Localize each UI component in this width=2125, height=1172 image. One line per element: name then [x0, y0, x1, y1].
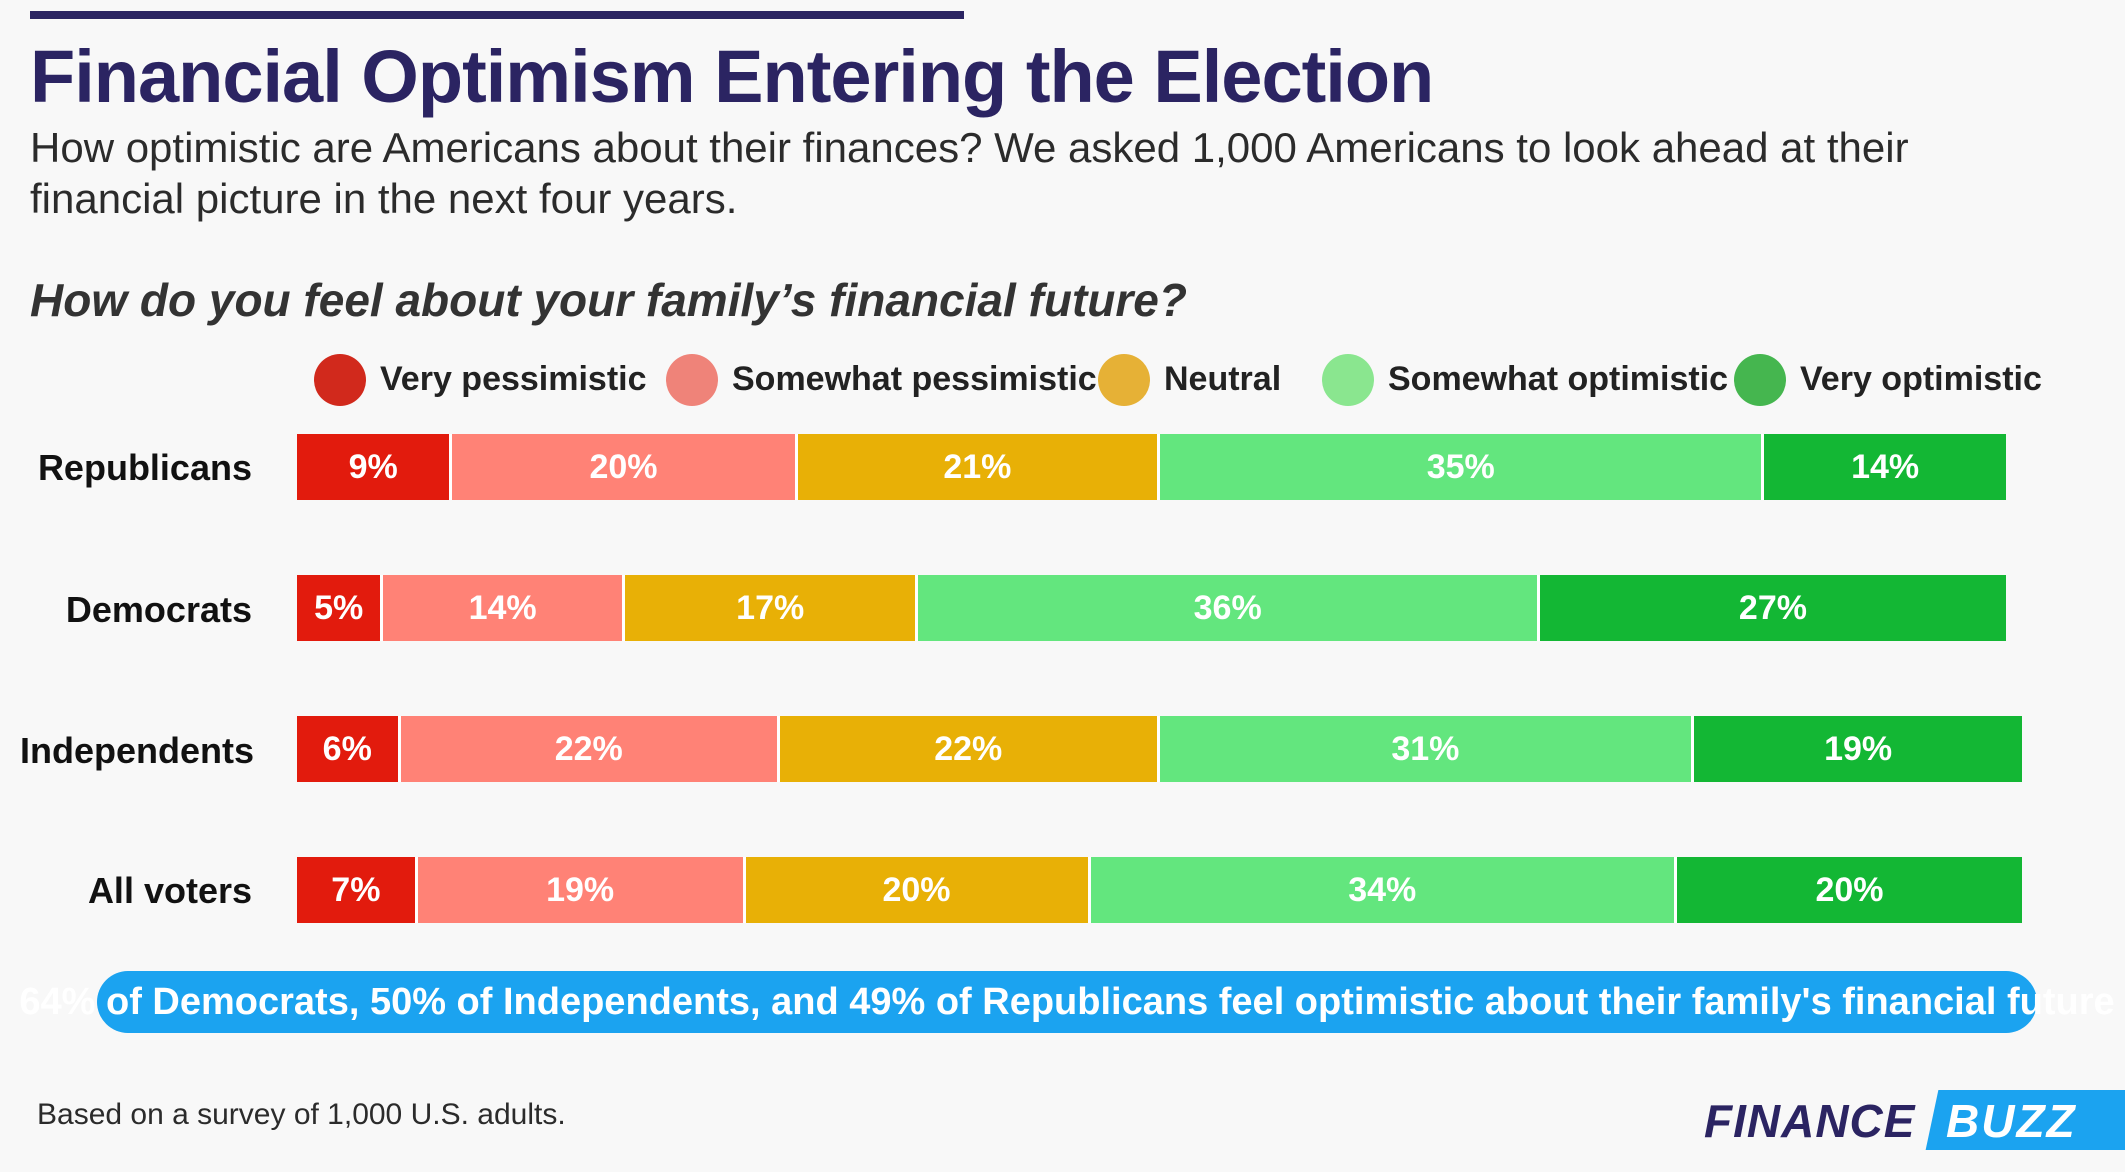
bar-segment-very-pessimistic: 6% — [297, 716, 401, 782]
legend-label: Somewhat pessimistic — [732, 360, 1097, 398]
key-finding-callout: 64% of Democrats, 50% of Independents, a… — [19, 971, 2115, 1033]
bar-segment-somewhat-optimistic: 36% — [918, 575, 1540, 641]
bar-value-label: 19% — [1824, 729, 1893, 768]
bar-value-label: 5% — [314, 588, 364, 627]
bar-segment-neutral: 17% — [624, 575, 919, 641]
bar-value-label: 27% — [1738, 588, 1807, 627]
bar-value-label: 9% — [348, 447, 398, 486]
page-subtitle: How optimistic are Americans about their… — [30, 124, 1909, 222]
bar-value-label: 20% — [882, 870, 951, 909]
legend-label: Very optimistic — [1800, 360, 2042, 398]
page-title: Financial Optimism Entering the Election — [30, 35, 1434, 118]
logo-buzz-text: BUZZ — [1946, 1095, 2077, 1147]
legend-swatch — [666, 354, 718, 406]
bar-value-label: 35% — [1426, 447, 1495, 486]
bar-row-republicans: 9% 20% 21% 35% 14% — [297, 434, 2006, 500]
bar-row-democrats: 5% 14% 17% 36% 27% — [297, 575, 2006, 641]
legend-label: Very pessimistic — [380, 360, 647, 398]
bar-value-label: 6% — [322, 729, 372, 768]
bar-segment-somewhat-pessimistic: 22% — [400, 716, 780, 782]
bar-row-all-voters: 7% 19% 20% 34% 20% — [297, 857, 2022, 923]
bar-segment-very-optimistic: 19% — [1694, 716, 2022, 782]
bar-segment-very-optimistic: 27% — [1539, 575, 2006, 641]
bar-value-label: 20% — [1815, 870, 1884, 909]
bar-segment-very-pessimistic: 9% — [297, 434, 453, 500]
bar-value-label: 22% — [934, 729, 1003, 768]
bar-value-label: 31% — [1391, 729, 1460, 768]
bar-value-label: 19% — [546, 870, 615, 909]
row-label-democrats: Democrats — [65, 589, 252, 630]
logo-finance-text: FINANCE — [1704, 1095, 1916, 1147]
row-label-all-voters: All voters — [87, 870, 252, 911]
bar-segment-neutral: 22% — [780, 716, 1160, 782]
bar-segment-very-optimistic: 20% — [1677, 857, 2022, 923]
bar-segment-very-pessimistic: 5% — [297, 575, 384, 641]
bar-segment-somewhat-pessimistic: 20% — [452, 434, 798, 500]
bar-segment-somewhat-optimistic: 34% — [1090, 857, 1677, 923]
bar-segment-somewhat-optimistic: 35% — [1160, 434, 1765, 500]
row-label-independents: Independents — [20, 730, 255, 771]
row-label-republicans: Republicans — [37, 447, 252, 488]
legend-label: Somewhat optimistic — [1388, 360, 1729, 398]
bar-segment-somewhat-pessimistic: 14% — [383, 575, 625, 641]
legend-swatch — [1734, 354, 1786, 406]
legend-swatch — [1322, 354, 1374, 406]
bar-value-label: 34% — [1348, 870, 1417, 909]
bar-segment-somewhat-pessimistic: 19% — [417, 857, 746, 923]
title-accent-rule — [30, 11, 964, 19]
bar-value-label: 36% — [1193, 588, 1262, 627]
bar-segment-very-optimistic: 14% — [1764, 434, 2006, 500]
chart-title: How do you feel about your family’s fina… — [30, 274, 1187, 326]
legend-swatch — [1098, 354, 1150, 406]
bar-value-label: 7% — [331, 870, 381, 909]
bar-value-label: 21% — [943, 447, 1012, 486]
bar-segment-very-pessimistic: 7% — [297, 857, 418, 923]
bar-segment-neutral: 20% — [745, 857, 1091, 923]
bar-segment-somewhat-optimistic: 31% — [1159, 716, 1695, 782]
bar-row-independents: 6% 22% 22% 31% 19% — [297, 716, 2022, 782]
legend-swatch — [314, 354, 366, 406]
bar-segment-neutral: 21% — [797, 434, 1161, 500]
bar-value-label: 14% — [468, 588, 537, 627]
source-footnote: Based on a survey of 1,000 U.S. adults. — [37, 1098, 566, 1131]
legend-label: Neutral — [1164, 360, 1282, 398]
bar-value-label: 20% — [589, 447, 658, 486]
bar-value-label: 22% — [554, 729, 623, 768]
bar-value-label: 17% — [736, 588, 805, 627]
bar-value-label: 14% — [1851, 447, 1920, 486]
